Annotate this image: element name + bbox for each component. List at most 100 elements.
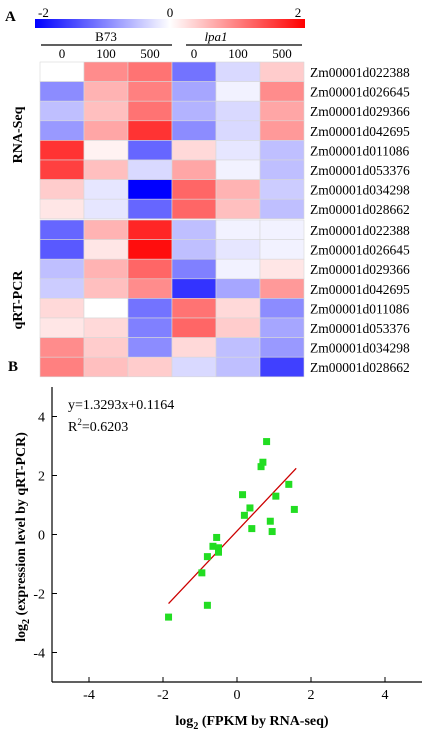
y-tick-label: 4 [38, 411, 45, 426]
qrtpcr-gene-label: Zm00001d011086 [310, 301, 409, 316]
rnaseq-cell [83, 81, 129, 102]
qrtpcr-cell [215, 298, 261, 319]
data-point [246, 504, 254, 512]
rnaseq-cell [83, 140, 129, 161]
rnaseq-cell [83, 120, 129, 141]
heatmaps: Zm00001d022388 Zm00001d026645 Zm00001d0293… [39, 61, 410, 378]
rnaseq-cell [83, 159, 129, 180]
qrtpcr-cell [259, 317, 305, 338]
rnaseq-cell [215, 159, 261, 180]
rnaseq-cell [171, 159, 217, 180]
y-tick-label: -2 [33, 588, 45, 603]
qrtpcr-gene-label: Zm00001d042695 [310, 282, 410, 297]
color-scale-bar [35, 19, 305, 28]
qrtpcr-gene-label: Zm00001d022388 [310, 223, 410, 238]
rnaseq-cell [259, 159, 305, 180]
data-point [209, 542, 217, 550]
rnaseq-gene-label: Zm00001d026645 [310, 85, 410, 100]
panel-a-label: A [5, 9, 16, 25]
condition-b73-500: 500 [140, 46, 160, 61]
qrtpcr-cell [127, 317, 173, 338]
rnaseq-cell [171, 120, 217, 141]
qrtpcr-gene-label: Zm00001d028662 [310, 360, 410, 375]
qrtpcr-cell [39, 278, 85, 299]
rnaseq-cell [171, 198, 217, 220]
qrtpcr-gene-label: Zm00001d029366 [310, 262, 410, 277]
data-point [213, 533, 221, 541]
rnaseq-cell [259, 61, 305, 82]
rnaseq-cell [127, 81, 173, 102]
rnaseq-cell [127, 179, 173, 200]
x-tick-label: 2 [308, 688, 315, 703]
qrtpcr-cell [127, 239, 173, 260]
data-point [257, 463, 265, 471]
rnaseq-cell [39, 100, 85, 122]
condition-lpa1-500: 500 [272, 46, 292, 61]
rnaseq-cell [215, 100, 261, 122]
rnaseq-cell [39, 120, 85, 141]
rnaseq-gene-label: Zm00001d053376 [310, 163, 410, 178]
rnaseq-gene-label: Zm00001d011086 [310, 143, 409, 158]
qrtpcr-cell [215, 219, 261, 240]
x-axis-label: log2 (FPKM by RNA-seq) [175, 714, 328, 732]
qrtpcr-cell [39, 356, 85, 378]
qrtpcr-cell [127, 337, 173, 358]
qrtpcr-cell [83, 258, 129, 280]
condition-lpa1-0: 0 [191, 46, 198, 61]
data-point [165, 613, 173, 621]
qrtpcr-cell [83, 317, 129, 338]
rnaseq-cell [171, 140, 217, 161]
qrtpcr-cell [171, 219, 217, 240]
qrtpcr-cell [259, 337, 305, 358]
scale-min-label: -2 [38, 5, 49, 20]
qrtpcr-cell [127, 356, 173, 378]
qrtpcr-cell [83, 239, 129, 260]
x-tick-label: -4 [83, 688, 95, 703]
qrtpcr-cell [171, 337, 217, 358]
data-point [203, 601, 211, 609]
rnaseq-cell [215, 61, 261, 82]
qrtpcr-cell [127, 258, 173, 280]
rnaseq-cell [259, 198, 305, 220]
qrtpcr-cell [171, 278, 217, 299]
panel-b-label: B [8, 359, 18, 375]
data-point [268, 528, 276, 536]
data-point [272, 492, 280, 500]
regression-equation: y=1.3293x+0.1164 [68, 398, 174, 413]
x-tick-label: -2 [157, 688, 169, 703]
r-squared: R2=0.6203 [68, 417, 128, 435]
qrtpcr-cell [39, 239, 85, 260]
rnaseq-cell [259, 120, 305, 141]
y-tick-label: -4 [33, 647, 45, 662]
rnaseq-gene-label: Zm00001d034298 [310, 183, 410, 198]
rnaseq-cell [39, 198, 85, 220]
y-tick-label: 2 [38, 470, 45, 485]
rnaseq-cell [39, 179, 85, 200]
qrtpcr-cell [215, 258, 261, 280]
qrtpcr-cell [215, 356, 261, 378]
rnaseq-cell [39, 159, 85, 180]
data-point [240, 511, 248, 519]
qrtpcr-cell [259, 258, 305, 280]
rnaseq-heatmap-title: RNA-Seq [11, 106, 26, 163]
rnaseq-cell [127, 61, 173, 82]
data-point [259, 458, 267, 466]
qrtpcr-cell [39, 337, 85, 358]
y-axis-label: log2 (expression level by qRT-PCR) [14, 432, 32, 642]
qrtpcr-cell [127, 278, 173, 299]
qrtpcr-cell [39, 317, 85, 338]
x-tick-label: 4 [382, 688, 389, 703]
qrtpcr-cell [259, 278, 305, 299]
y-tick-label: 0 [38, 529, 45, 544]
qrtpcr-cell [171, 317, 217, 338]
qrtpcr-cell [39, 219, 85, 240]
rnaseq-cell [215, 198, 261, 220]
data-point [248, 525, 256, 533]
data-point [203, 553, 211, 561]
qrtpcr-cell [83, 337, 129, 358]
qrtpcr-cell [127, 298, 173, 319]
group-lpa1-label: lpa1 [204, 29, 227, 44]
data-point [285, 480, 293, 488]
data-point [263, 438, 271, 446]
